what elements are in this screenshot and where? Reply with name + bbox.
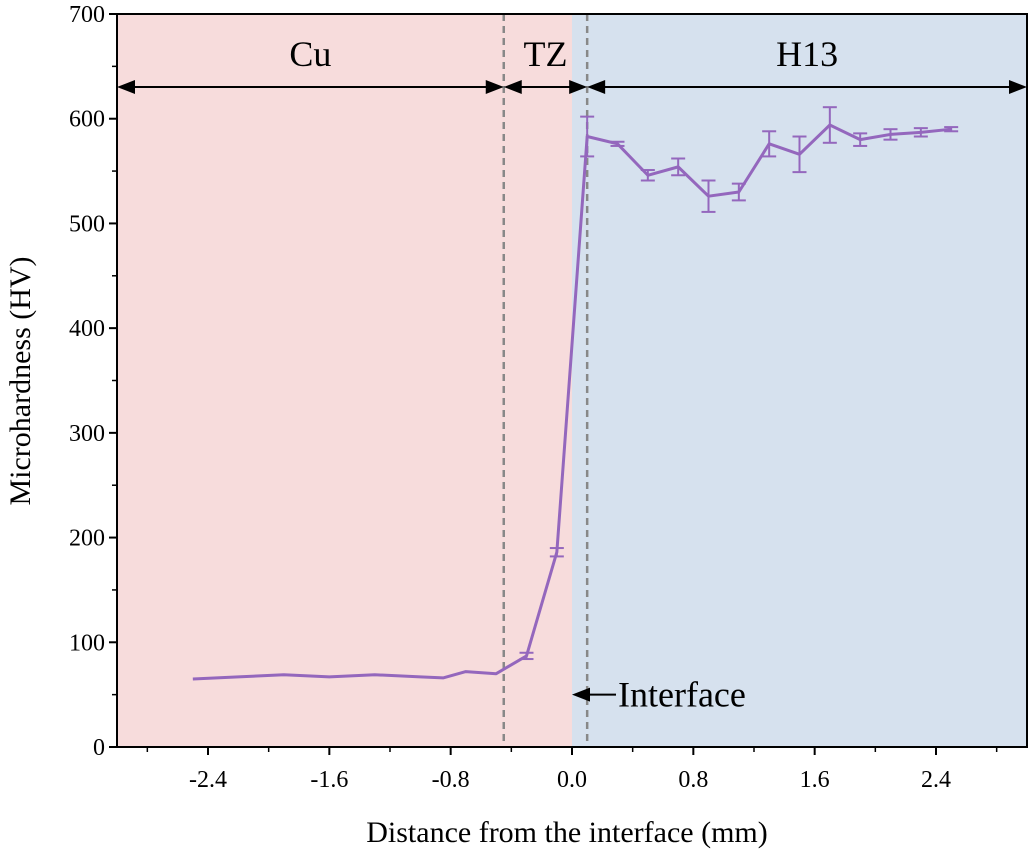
shaded-region-1: [572, 14, 1027, 747]
y-axis-title: Microhardness (HV): [4, 256, 37, 505]
zone-h13: H13: [587, 34, 1027, 94]
zone-arrowhead-left: [587, 80, 606, 94]
zone-arrowhead-left: [117, 80, 135, 94]
interface-arrowhead: [572, 687, 590, 702]
error-bar: [822, 106, 837, 144]
zone-arrowhead-right: [1009, 80, 1027, 94]
error-bar: [913, 127, 928, 138]
error-bar: [731, 182, 746, 202]
y-tick-label: 600: [69, 107, 105, 133]
x-tick-label: -1.6: [310, 767, 348, 793]
error-bar: [701, 179, 716, 213]
y-tick-label: 100: [69, 630, 105, 656]
interface-label: Interface: [618, 675, 746, 715]
y-tick-label: 0: [93, 735, 105, 761]
axes-layer: 0 100 200 300 400 500 600 700 -2.4 -1.6 -0.8 0.0 0.8…: [69, 2, 1028, 793]
error-bar: [549, 547, 564, 558]
x-tick-label: 0.8: [678, 767, 708, 793]
error-bar: [519, 651, 534, 661]
series-layer: [192, 106, 959, 681]
series-line: [192, 123, 952, 681]
shaded-region-0: [117, 14, 572, 747]
zone-cu: Cu: [117, 34, 504, 94]
zone-label: TZ: [523, 34, 567, 74]
x-tick-label: 1.6: [800, 767, 830, 793]
x-tick-label: 2.4: [921, 767, 951, 793]
interface-annotation: Interface: [572, 675, 746, 715]
error-bar: [944, 126, 959, 133]
error-bar: [883, 128, 898, 141]
zone-arrowhead-left: [503, 80, 522, 94]
zone-label: Cu: [289, 34, 331, 74]
y-tick-label: 200: [69, 526, 105, 552]
error-bar: [580, 115, 595, 158]
y-tick-label: 700: [69, 2, 105, 28]
zone-tz: TZ: [503, 34, 588, 94]
error-bar: [853, 132, 868, 147]
y-tick-label: 300: [69, 421, 105, 447]
x-tick-label: -2.4: [189, 767, 227, 793]
zone-label: H13: [776, 34, 838, 74]
error-bar: [640, 169, 655, 182]
error-bar: [671, 157, 686, 177]
x-axis-title: Distance from the interface (mm): [366, 816, 767, 849]
error-bar: [762, 130, 777, 158]
error-bar: [792, 135, 807, 174]
x-tick-label: 0.0: [557, 767, 587, 793]
error-bar: [610, 140, 625, 147]
y-tick-label: 500: [69, 211, 105, 237]
zone-arrowhead-right: [485, 80, 504, 94]
x-tick-label: -0.8: [432, 767, 470, 793]
regions-layer: [117, 14, 1027, 747]
zone-arrowhead-right: [569, 80, 588, 94]
y-tick-label: 400: [69, 316, 105, 342]
zone-layer: Cu TZ H13: [117, 34, 1027, 94]
